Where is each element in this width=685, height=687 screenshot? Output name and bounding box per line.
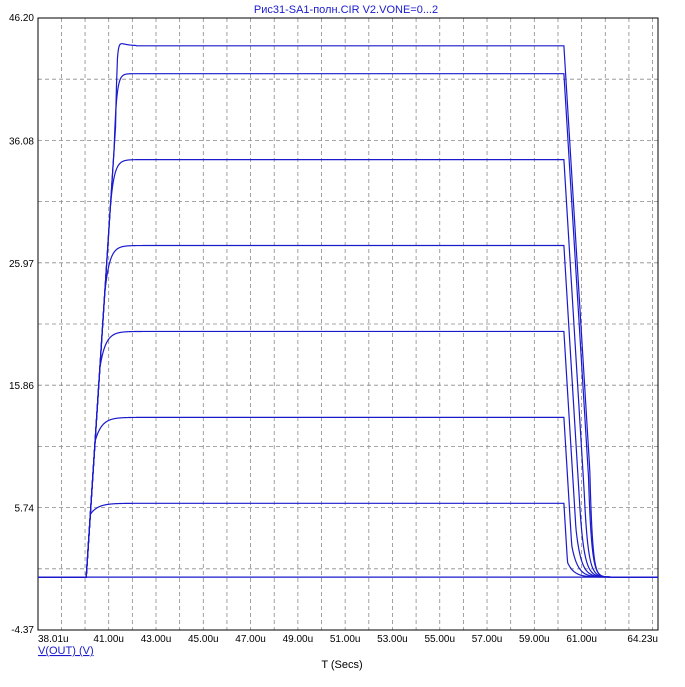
y-tick-label: 36.08 — [9, 136, 34, 147]
series-line-6 — [38, 158, 658, 578]
y-tick-label: 46.20 — [9, 13, 34, 24]
series-line-8 — [38, 43, 658, 578]
x-tick-label: 45.00u — [188, 634, 219, 645]
x-tick-label: 57.00u — [472, 634, 503, 645]
x-tick-label: 43.00u — [141, 634, 172, 645]
series-line-2 — [38, 502, 658, 578]
y-tick-label: 15.86 — [9, 381, 34, 392]
x-tick-label: 38.01u — [38, 634, 69, 645]
x-axis-label: T (Secs) — [321, 659, 362, 671]
x-tick-label: 41.00u — [93, 634, 124, 645]
y-tick-label: 25.97 — [9, 259, 34, 270]
x-tick-label: 51.00u — [330, 634, 361, 645]
series-line-5 — [38, 244, 658, 578]
series-line-3 — [38, 416, 658, 578]
x-tick-label: 53.00u — [377, 634, 408, 645]
chart-title: Рис31-SA1-полн.CIR V2.VONE=0...2 — [254, 4, 438, 16]
x-tick-label: 59.00u — [519, 634, 550, 645]
x-tick-label: 61.00u — [566, 634, 597, 645]
x-tick-label: 49.00u — [283, 634, 314, 645]
grid-lines — [38, 18, 658, 630]
x-tick-labels: 38.01u 41.00u 43.00u 45.00u 47.00u 49.00u 51.0… — [38, 634, 658, 645]
x-tick-label: 64.23u — [627, 634, 658, 645]
series-line-7 — [38, 73, 658, 578]
x-tick-label: 47.00u — [235, 634, 266, 645]
series-line-4 — [38, 330, 658, 578]
series-group — [38, 43, 658, 578]
plot-frame — [37, 17, 659, 631]
y-tick-label: -4.37 — [11, 625, 34, 636]
y-axis-label: V(OUT) (V) — [38, 645, 94, 657]
y-tick-labels: 46.20 36.08 25.97 15.86 5.74 -4.37 — [9, 13, 34, 636]
y-tick-label: 5.74 — [15, 504, 35, 515]
x-tick-label: 55.00u — [424, 634, 455, 645]
